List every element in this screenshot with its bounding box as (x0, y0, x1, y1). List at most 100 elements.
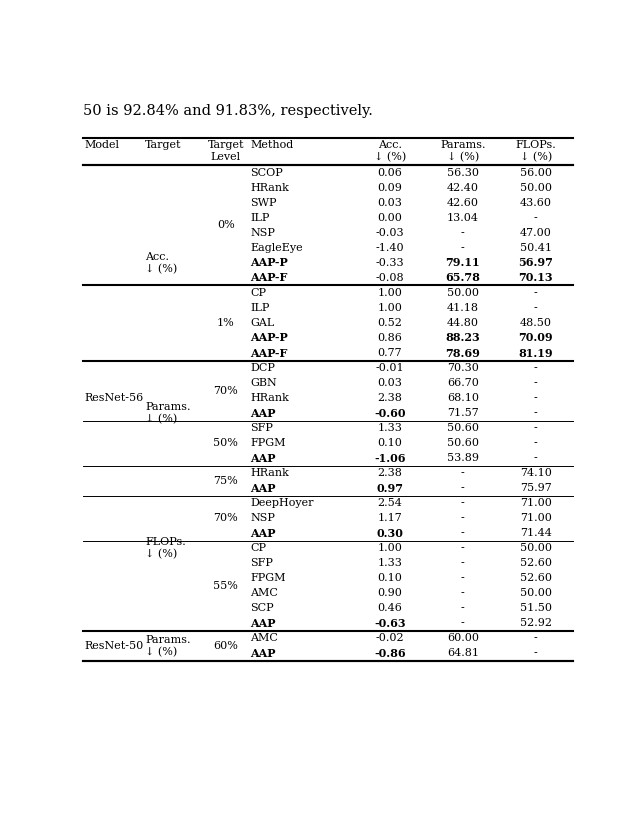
Text: -: - (461, 559, 465, 568)
Text: 1.00: 1.00 (378, 543, 403, 553)
Text: SFP: SFP (250, 559, 273, 568)
Text: 55%: 55% (213, 580, 238, 591)
Text: FPGM: FPGM (250, 573, 286, 583)
Text: 44.80: 44.80 (447, 318, 479, 328)
Text: 0.03: 0.03 (378, 198, 403, 208)
Text: 52.60: 52.60 (520, 559, 552, 568)
Text: 1.00: 1.00 (378, 288, 403, 298)
Text: 50%: 50% (213, 438, 238, 448)
Text: AAP-P: AAP-P (250, 258, 288, 268)
Text: 70.09: 70.09 (518, 333, 553, 344)
Text: Model: Model (84, 140, 120, 150)
Text: 50.00: 50.00 (520, 589, 552, 598)
Text: 43.60: 43.60 (520, 198, 552, 208)
Text: -0.63: -0.63 (374, 618, 406, 628)
Text: ResNet-56: ResNet-56 (84, 393, 144, 403)
Text: 50.60: 50.60 (447, 438, 479, 448)
Text: -: - (534, 303, 538, 313)
Text: 0.52: 0.52 (378, 318, 403, 328)
Text: AAP-P: AAP-P (250, 333, 288, 344)
Text: -1.40: -1.40 (376, 243, 404, 253)
Text: AAP: AAP (250, 407, 276, 419)
Text: -0.02: -0.02 (376, 633, 404, 643)
Text: 56.00: 56.00 (520, 167, 552, 178)
Text: -0.01: -0.01 (376, 363, 404, 373)
Text: -: - (534, 393, 538, 403)
Text: CP: CP (250, 288, 266, 298)
Text: AAP-F: AAP-F (250, 272, 288, 284)
Text: -: - (461, 513, 465, 524)
Text: 71.57: 71.57 (447, 408, 479, 418)
Text: Params.
↓ (%): Params. ↓ (%) (145, 402, 191, 424)
Text: 56.97: 56.97 (518, 258, 553, 268)
Text: AAP: AAP (250, 528, 276, 539)
Text: 2.38: 2.38 (378, 468, 403, 478)
Text: HRank: HRank (250, 183, 289, 193)
Text: 42.40: 42.40 (447, 183, 479, 193)
Text: AAP: AAP (250, 483, 276, 493)
Text: AAP: AAP (250, 618, 276, 628)
Text: SCP: SCP (250, 603, 274, 613)
Text: 70.30: 70.30 (447, 363, 479, 373)
Text: GAL: GAL (250, 318, 275, 328)
Text: 0.03: 0.03 (378, 378, 403, 388)
Text: ILP: ILP (250, 213, 270, 223)
Text: 0%: 0% (217, 220, 235, 230)
Text: 71.00: 71.00 (520, 498, 552, 508)
Text: 88.23: 88.23 (445, 333, 480, 344)
Text: AAP-F: AAP-F (250, 347, 288, 359)
Text: 65.78: 65.78 (445, 272, 480, 284)
Text: NSP: NSP (250, 228, 275, 238)
Text: Params.
↓ (%): Params. ↓ (%) (145, 635, 191, 657)
Text: 74.10: 74.10 (520, 468, 552, 478)
Text: -: - (534, 423, 538, 433)
Text: 2.38: 2.38 (378, 393, 403, 403)
Text: 50.00: 50.00 (520, 183, 552, 193)
Text: 70%: 70% (213, 385, 238, 396)
Text: 50.41: 50.41 (520, 243, 552, 253)
Text: 71.44: 71.44 (520, 528, 552, 538)
Text: -: - (534, 363, 538, 373)
Text: -: - (534, 438, 538, 448)
Text: ResNet-50: ResNet-50 (84, 641, 144, 650)
Text: -: - (534, 408, 538, 418)
Text: DCP: DCP (250, 363, 275, 373)
Text: 52.60: 52.60 (520, 573, 552, 583)
Text: 0.10: 0.10 (378, 438, 403, 448)
Text: -0.33: -0.33 (376, 258, 404, 268)
Text: 78.69: 78.69 (445, 347, 480, 359)
Text: 47.00: 47.00 (520, 228, 552, 238)
Text: 1.17: 1.17 (378, 513, 403, 524)
Text: AMC: AMC (250, 633, 278, 643)
Text: SWP: SWP (250, 198, 277, 208)
Text: EagleEye: EagleEye (250, 243, 303, 253)
Text: SFP: SFP (250, 423, 273, 433)
Text: -: - (461, 543, 465, 553)
Text: 68.10: 68.10 (447, 393, 479, 403)
Text: 60%: 60% (213, 641, 238, 650)
Text: 70.13: 70.13 (518, 272, 553, 284)
Text: Params.
↓ (%): Params. ↓ (%) (440, 140, 486, 162)
Text: -0.03: -0.03 (376, 228, 404, 238)
Text: 71.00: 71.00 (520, 513, 552, 524)
Text: 0.86: 0.86 (378, 333, 403, 343)
Text: -1.06: -1.06 (374, 453, 406, 463)
Text: 1.33: 1.33 (378, 559, 403, 568)
Text: FPGM: FPGM (250, 438, 286, 448)
Text: 41.18: 41.18 (447, 303, 479, 313)
Text: AMC: AMC (250, 589, 278, 598)
Text: HRank: HRank (250, 468, 289, 478)
Text: Target: Target (145, 140, 182, 150)
Text: -: - (461, 228, 465, 238)
Text: -: - (534, 633, 538, 643)
Text: 50.00: 50.00 (520, 543, 552, 553)
Text: AAP: AAP (250, 648, 276, 659)
Text: 0.97: 0.97 (376, 483, 403, 493)
Text: 1.33: 1.33 (378, 423, 403, 433)
Text: NSP: NSP (250, 513, 275, 524)
Text: Acc.
↓ (%): Acc. ↓ (%) (145, 252, 177, 274)
Text: 1.00: 1.00 (378, 303, 403, 313)
Text: -: - (461, 589, 465, 598)
Text: FLOPs.
↓ (%): FLOPs. ↓ (%) (145, 537, 186, 559)
Text: 70%: 70% (213, 513, 238, 524)
